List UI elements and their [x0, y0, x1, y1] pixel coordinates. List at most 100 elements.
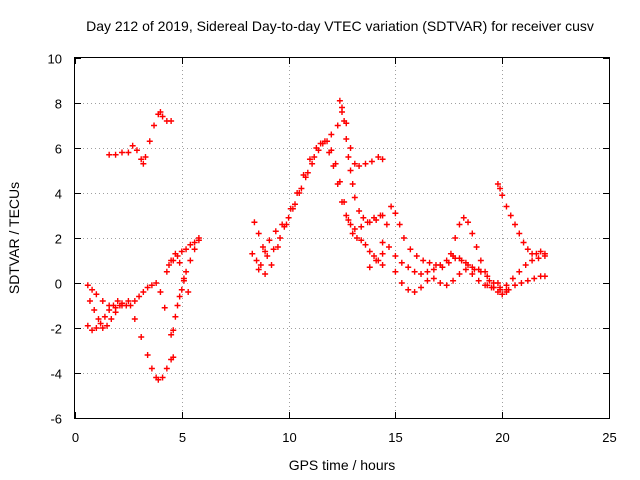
data-point [339, 199, 345, 205]
data-point [418, 271, 425, 277]
data-point [531, 275, 538, 282]
data-point [413, 253, 420, 259]
data-point [262, 248, 269, 255]
data-point [309, 160, 316, 167]
data-point [349, 181, 356, 187]
data-point [93, 325, 100, 331]
data-point [452, 235, 459, 241]
data-point [424, 268, 431, 275]
data-point [503, 282, 510, 289]
data-point [360, 214, 367, 221]
data-point [187, 257, 194, 264]
data-point [424, 277, 431, 284]
data-point [398, 259, 405, 266]
series-arc-c-left-lower [84, 280, 168, 334]
data-point [465, 262, 472, 268]
data-point [379, 239, 386, 246]
data-point [176, 259, 183, 266]
data-point [287, 205, 294, 212]
y-tick-label: 2 [55, 232, 62, 247]
data-point [174, 302, 181, 309]
data-point [304, 169, 311, 176]
data-point [473, 244, 480, 250]
series-arc-l-post-mid-1 [366, 244, 482, 277]
series-arc-a-upper-left [106, 109, 175, 167]
data-point [405, 264, 412, 271]
data-point [456, 221, 463, 228]
data-point [362, 241, 369, 248]
data-point [334, 122, 341, 129]
data-point [494, 280, 501, 286]
data-point [420, 257, 427, 264]
data-point [358, 223, 365, 230]
data-point [345, 154, 352, 160]
series-arc-q-late-rising [484, 253, 548, 293]
series-arc-r-late-low [499, 273, 548, 298]
data-point [140, 160, 147, 167]
data-point [106, 307, 113, 313]
data-point [144, 352, 151, 358]
x-tick-label: 20 [495, 430, 509, 445]
data-point [324, 138, 331, 145]
data-point [153, 280, 160, 286]
x-tick-label: 5 [179, 430, 186, 445]
data-point [140, 289, 147, 295]
series-arc-f-pre-gap-rising [168, 237, 202, 338]
data-point [522, 262, 529, 268]
data-point [86, 298, 93, 304]
data-point [165, 262, 172, 268]
data-point [430, 266, 437, 273]
y-tick-label: 4 [55, 187, 62, 202]
data-point [191, 239, 198, 246]
data-point [484, 282, 491, 289]
data-point [535, 255, 542, 262]
data-point [180, 275, 187, 282]
series-arc-j-central-rise-3 [255, 140, 384, 277]
data-point [330, 163, 337, 169]
y-tick-label: -4 [50, 367, 62, 382]
data-point [95, 316, 102, 322]
ticks-layer: 0 5 10 15 20 25 -6 -4 -2 0 2 4 6 8 10 [48, 52, 617, 446]
data-point [447, 250, 454, 257]
data-point [375, 154, 382, 160]
data-point [255, 230, 262, 237]
series-arc-k-steep-descent [336, 97, 386, 226]
data-point [294, 190, 301, 196]
data-point [400, 235, 407, 241]
data-point [366, 264, 373, 271]
data-point [148, 282, 155, 289]
data-point [155, 376, 162, 383]
data-point [497, 185, 504, 192]
data-point [471, 266, 478, 273]
data-point [136, 293, 143, 300]
data-point [462, 266, 469, 273]
data-point [125, 298, 132, 304]
data-point [292, 201, 299, 208]
data-point [170, 354, 177, 361]
data-point [439, 264, 446, 271]
data-point [366, 248, 373, 255]
data-point [347, 145, 354, 151]
data-point [313, 145, 320, 151]
data-point [159, 374, 166, 381]
data-point [148, 365, 155, 372]
y-tick-label: 6 [55, 142, 62, 157]
data-point [358, 237, 365, 244]
data-point [257, 262, 264, 268]
data-point [172, 313, 179, 320]
data-point [469, 271, 476, 277]
data-point [347, 167, 354, 174]
data-point [110, 302, 117, 309]
data-point [458, 257, 465, 264]
data-point [503, 203, 510, 210]
data-point [104, 322, 111, 329]
data-point [142, 154, 149, 160]
data-point [469, 230, 476, 237]
data-point [405, 286, 412, 293]
data-point [484, 273, 491, 280]
data-point [385, 244, 392, 250]
data-point [426, 259, 433, 266]
data-point [520, 239, 527, 246]
